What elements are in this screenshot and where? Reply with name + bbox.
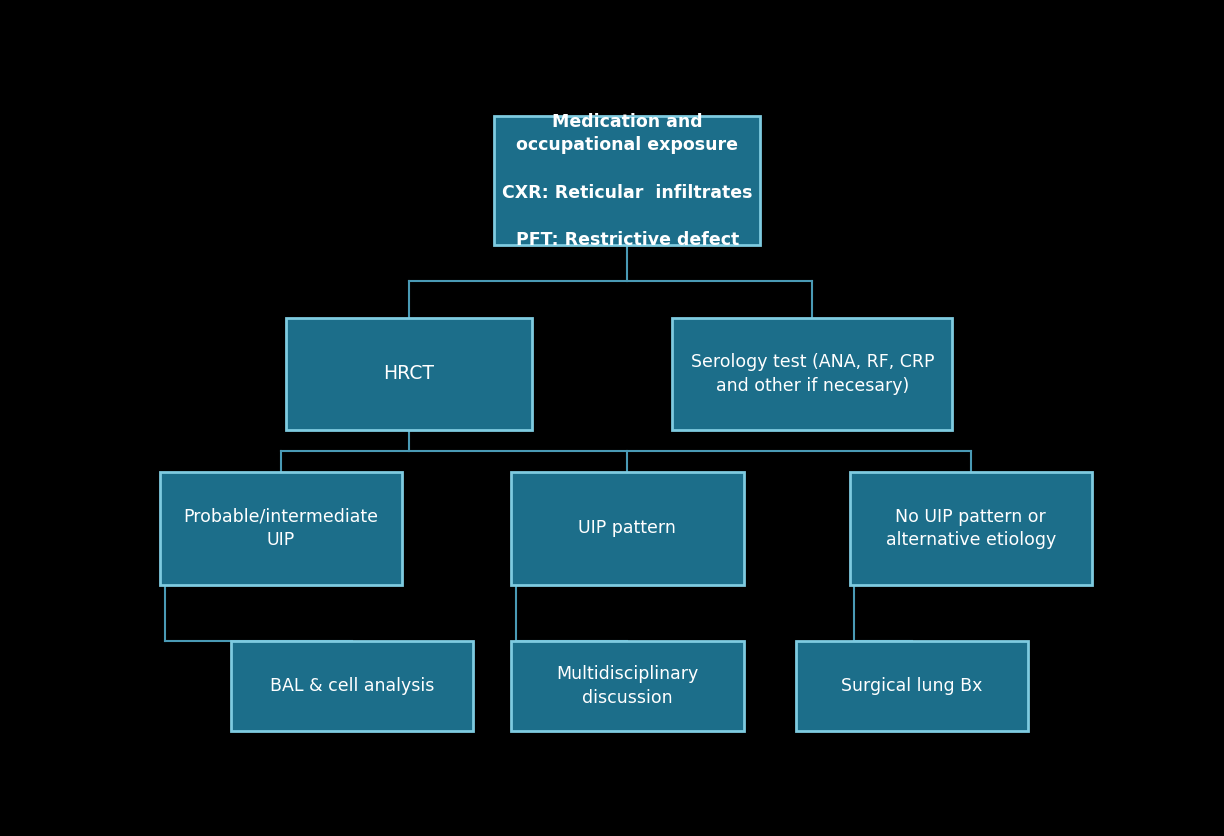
Text: Multidisciplinary
discussion: Multidisciplinary discussion	[556, 665, 699, 707]
FancyBboxPatch shape	[512, 641, 743, 732]
Text: Serology test (ANA, RF, CRP
and other if necesary): Serology test (ANA, RF, CRP and other if…	[690, 353, 934, 395]
Text: Probable/intermediate
UIP: Probable/intermediate UIP	[184, 507, 378, 549]
FancyBboxPatch shape	[672, 318, 952, 431]
FancyBboxPatch shape	[286, 318, 532, 431]
Text: No UIP pattern or
alternative etiology: No UIP pattern or alternative etiology	[886, 507, 1056, 549]
FancyBboxPatch shape	[160, 472, 401, 584]
Text: HRCT: HRCT	[383, 364, 435, 384]
FancyBboxPatch shape	[494, 116, 760, 245]
FancyBboxPatch shape	[512, 472, 743, 584]
FancyBboxPatch shape	[796, 641, 1028, 732]
FancyBboxPatch shape	[231, 641, 474, 732]
Text: UIP pattern: UIP pattern	[579, 519, 676, 538]
Text: Medication and
occupational exposure

CXR: Reticular  infiltrates

PFT: Restrict: Medication and occupational exposure CXR…	[502, 113, 753, 249]
FancyBboxPatch shape	[849, 472, 1092, 584]
Text: Surgical lung Bx: Surgical lung Bx	[841, 677, 983, 695]
Text: BAL & cell analysis: BAL & cell analysis	[271, 677, 435, 695]
